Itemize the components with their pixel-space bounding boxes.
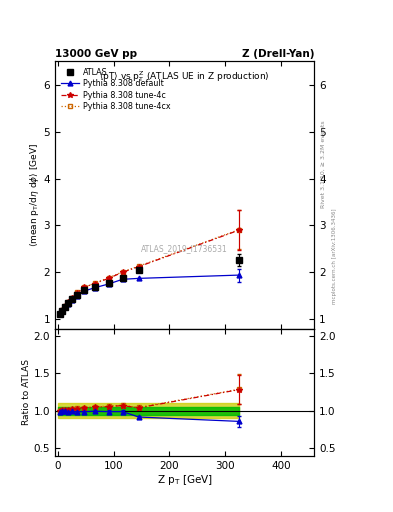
Y-axis label: $\langle$mean p$_{\rm T}$/d$\eta$ d$\phi\rangle$ [GeV]: $\langle$mean p$_{\rm T}$/d$\eta$ d$\phi… — [28, 143, 41, 247]
Y-axis label: Ratio to ATLAS: Ratio to ATLAS — [22, 359, 31, 425]
Text: $\langle$pT$\rangle$ vs p$_{\rm T}^{\rm Z}$ (ATLAS UE in Z production): $\langle$pT$\rangle$ vs p$_{\rm T}^{\rm … — [99, 70, 270, 84]
Text: mcplots.cern.ch [arXiv:1306.3436]: mcplots.cern.ch [arXiv:1306.3436] — [332, 208, 337, 304]
Legend: ATLAS, Pythia 8.308 default, Pythia 8.308 tune-4c, Pythia 8.308 tune-4cx: ATLAS, Pythia 8.308 default, Pythia 8.30… — [59, 66, 173, 114]
Text: 13000 GeV pp: 13000 GeV pp — [55, 49, 137, 59]
Text: ATLAS_2019_I1736531: ATLAS_2019_I1736531 — [141, 244, 228, 253]
X-axis label: Z p$_{\rm T}$ [GeV]: Z p$_{\rm T}$ [GeV] — [157, 473, 213, 487]
Text: Rivet 3.1.10, ≥ 3.2M events: Rivet 3.1.10, ≥ 3.2M events — [320, 120, 325, 208]
Text: Z (Drell-Yan): Z (Drell-Yan) — [242, 49, 314, 59]
